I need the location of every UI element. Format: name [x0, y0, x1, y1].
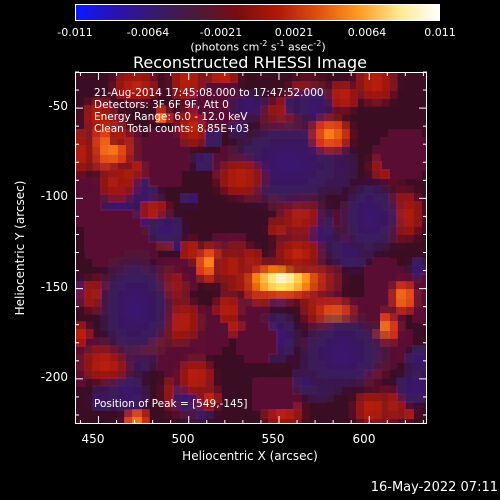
heatmap-texture-blob	[348, 386, 396, 423]
colorbar-tick-label: -0.0064	[126, 26, 170, 39]
colorbar-units: (photons cm-2 s-1 asec-2)	[190, 39, 326, 54]
heatmap-texture-blob	[235, 321, 280, 362]
colorbar-tick-label: 0.011	[424, 26, 456, 39]
info-time-range: 21-Aug-2014 17:45:08.000 to 17:47:52.000	[94, 87, 324, 99]
heatmap-texture-blob	[76, 123, 101, 183]
heatmap-texture-blob	[152, 106, 173, 126]
y-axis-label: Heliocentric Y (arcsec)	[13, 180, 27, 316]
heatmap-texture-blob	[188, 92, 213, 112]
plot-title: Reconstructed RHESSI Image	[133, 53, 367, 72]
heatmap-void	[90, 244, 181, 371]
heatmap-void	[334, 172, 407, 263]
info-clean-counts: Clean Total counts: 8.85E+03	[94, 123, 250, 135]
heatmap-texture-blob	[141, 210, 190, 249]
heatmap-texture-blob	[202, 125, 224, 150]
image-plot[interactable]: 21-Aug-2014 17:45:08.000 to 17:47:52.000…	[75, 72, 427, 424]
x-tick-label: 500	[171, 432, 195, 446]
info-energy-range: Energy Range: 6.0 - 12.0 keV	[94, 111, 248, 123]
heatmap-source	[210, 153, 271, 202]
colorbar-tick-label: -0.0021	[199, 26, 243, 39]
heatmap-texture-blob	[107, 73, 164, 108]
x-tick-label: 600	[352, 432, 376, 446]
heatmap-source	[268, 229, 329, 278]
colorbar-gradient	[75, 4, 440, 21]
heatmap-source	[304, 112, 357, 157]
y-tick-label: -150	[40, 280, 68, 294]
heatmap-texture-blob	[172, 352, 219, 401]
colorbar-tick-label: 0.0021	[274, 26, 314, 39]
heatmap-texture-blob	[111, 162, 139, 193]
x-tick-label: 550	[261, 432, 285, 446]
colorbar-tick-label: -0.011	[57, 26, 93, 39]
x-axis-label: Heliocentric X (arcsec)	[182, 449, 318, 463]
y-tick-label: -50	[48, 99, 68, 113]
heatmap-texture-blob	[179, 190, 201, 208]
heatmap-texture-blob	[139, 127, 188, 188]
timestamp: 16-May-2022 07:11	[370, 480, 498, 495]
heatmap-texture-blob	[375, 129, 426, 178]
peak-position: Position of Peak = [549,-145]	[94, 398, 248, 410]
heatmap-texture-blob	[406, 255, 426, 282]
heatmap-texture-blob	[104, 124, 131, 149]
heatmap-void	[289, 307, 398, 398]
y-tick-label: -200	[40, 370, 68, 384]
heatmap-texture-blob	[177, 235, 204, 266]
colorbar-tick-label: 0.0064	[347, 26, 387, 39]
x-tick-label: 450	[81, 432, 105, 446]
heatmap-texture-blob	[189, 149, 217, 173]
y-tick-label: -100	[40, 189, 68, 203]
heatmap-texture-blob	[389, 364, 426, 411]
heatmap-texture-blob	[387, 276, 420, 318]
heatmap-image	[76, 73, 426, 423]
info-detectors: Detectors: 3F 6F 9F, Att 0	[94, 99, 229, 111]
heatmap-texture-blob	[349, 73, 402, 110]
